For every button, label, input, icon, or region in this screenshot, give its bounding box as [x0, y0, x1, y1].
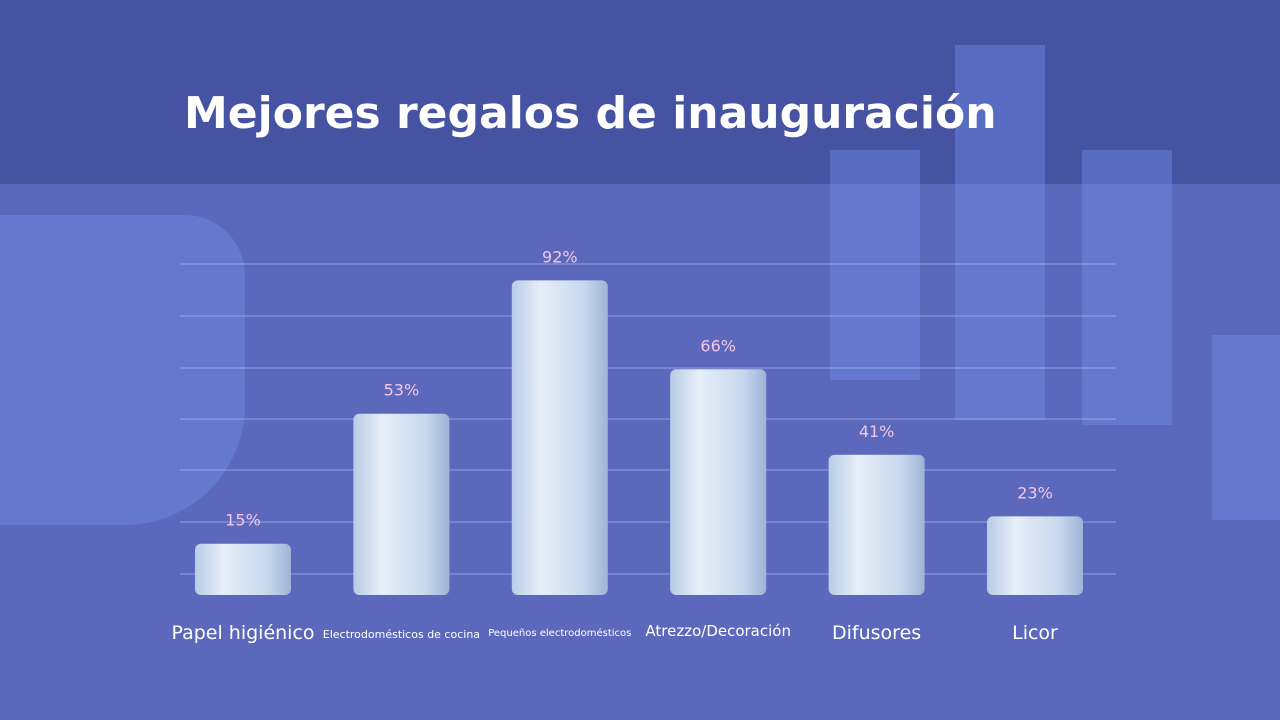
bar	[195, 543, 291, 595]
chart-title: Mejores regalos de inauguración	[184, 88, 997, 139]
x-tick-label: Pequeños electrodomésticos	[488, 628, 632, 639]
bar	[987, 516, 1083, 595]
data-label: 53%	[384, 381, 420, 400]
x-tick-label: Electrodomésticos de cocina	[322, 628, 481, 641]
data-label: 23%	[1017, 483, 1053, 502]
x-tick-label: Licor	[1012, 622, 1058, 644]
bar	[828, 454, 925, 595]
bar	[670, 369, 767, 595]
decorative-column	[955, 45, 1045, 420]
data-label: 66%	[700, 336, 736, 355]
data-label: 15%	[225, 511, 261, 530]
x-tick-label: Difusores	[832, 622, 922, 644]
decorative-pie-shape	[0, 215, 245, 525]
decorative-column	[1082, 150, 1172, 425]
data-label: 41%	[859, 422, 895, 441]
data-label: 92%	[542, 247, 578, 266]
bar	[353, 413, 450, 595]
x-tick-label: Papel higiénico	[171, 622, 315, 644]
decorative-column	[830, 150, 920, 380]
decorative-column	[1212, 335, 1280, 520]
x-tick-label: Atrezzo/Decoración	[645, 622, 791, 640]
bar	[511, 280, 608, 595]
header-band	[0, 0, 1280, 184]
